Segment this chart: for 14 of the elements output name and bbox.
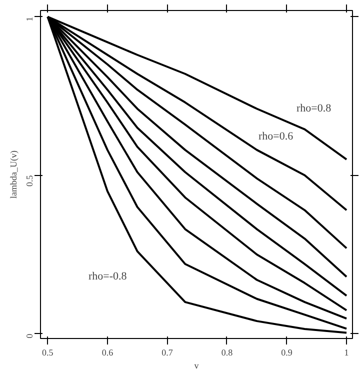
x-tick-label: 0.7 (162, 348, 174, 358)
annotation: rho=0.6 (258, 130, 294, 142)
x-axis-title: v (194, 360, 200, 370)
y-tick-label: 0.5 (24, 174, 34, 187)
y-tick-label: 1 (24, 16, 34, 22)
x-tick-label: 0.9 (281, 348, 293, 358)
annotation: rho=-0.8 (88, 270, 128, 282)
x-tick-label: 0.8 (221, 348, 234, 358)
x-tick-label: 1 (344, 348, 349, 358)
y-axis-title: lambda_U(v) (8, 150, 18, 198)
x-tick-label: 0.6 (102, 348, 114, 358)
annotation: rho=0.8 (296, 102, 332, 114)
x-tick-label: 0.5 (42, 348, 54, 358)
y-tick-label: 0 (24, 333, 34, 338)
